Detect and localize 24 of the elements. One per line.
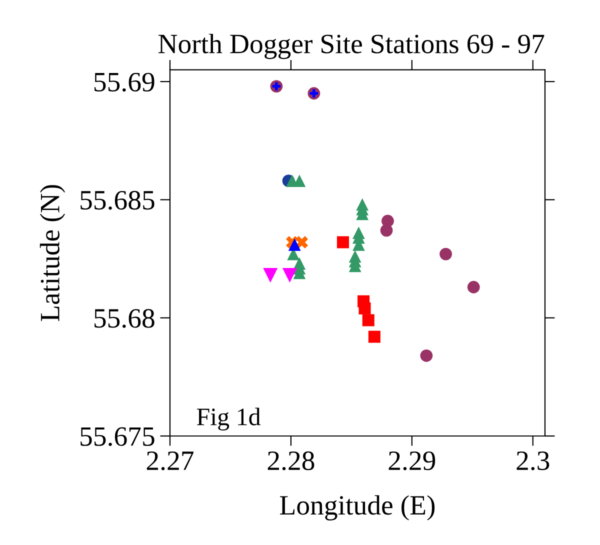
x-tick-label: 2.3 bbox=[516, 451, 550, 470]
x-tick-label: 2.29 bbox=[388, 451, 436, 470]
point bbox=[368, 330, 380, 343]
point bbox=[380, 224, 393, 237]
point bbox=[362, 314, 374, 326]
point bbox=[263, 268, 278, 283]
point bbox=[358, 302, 371, 314]
point bbox=[296, 236, 308, 248]
y-tick-label: 55.69 bbox=[94, 72, 154, 92]
point bbox=[440, 248, 452, 260]
chart-title: North Dogger Site Stations 69 - 97 bbox=[158, 34, 544, 60]
point bbox=[282, 268, 298, 283]
point bbox=[467, 280, 480, 294]
point bbox=[420, 349, 433, 362]
y-tick-label: 55.675 bbox=[80, 427, 154, 446]
point bbox=[336, 236, 349, 248]
annotation: Fig 1d bbox=[196, 408, 261, 431]
point bbox=[288, 238, 301, 251]
y-tick-label: 55.68 bbox=[94, 309, 154, 328]
y-tick-label: 55.685 bbox=[80, 190, 154, 210]
y-axis-title: Latitude (N) bbox=[40, 185, 66, 322]
x-tick-label: 2.28 bbox=[268, 451, 314, 470]
x-axis-title: Longitude (E) bbox=[280, 495, 435, 520]
x-tick-label: 2.27 bbox=[146, 451, 194, 470]
